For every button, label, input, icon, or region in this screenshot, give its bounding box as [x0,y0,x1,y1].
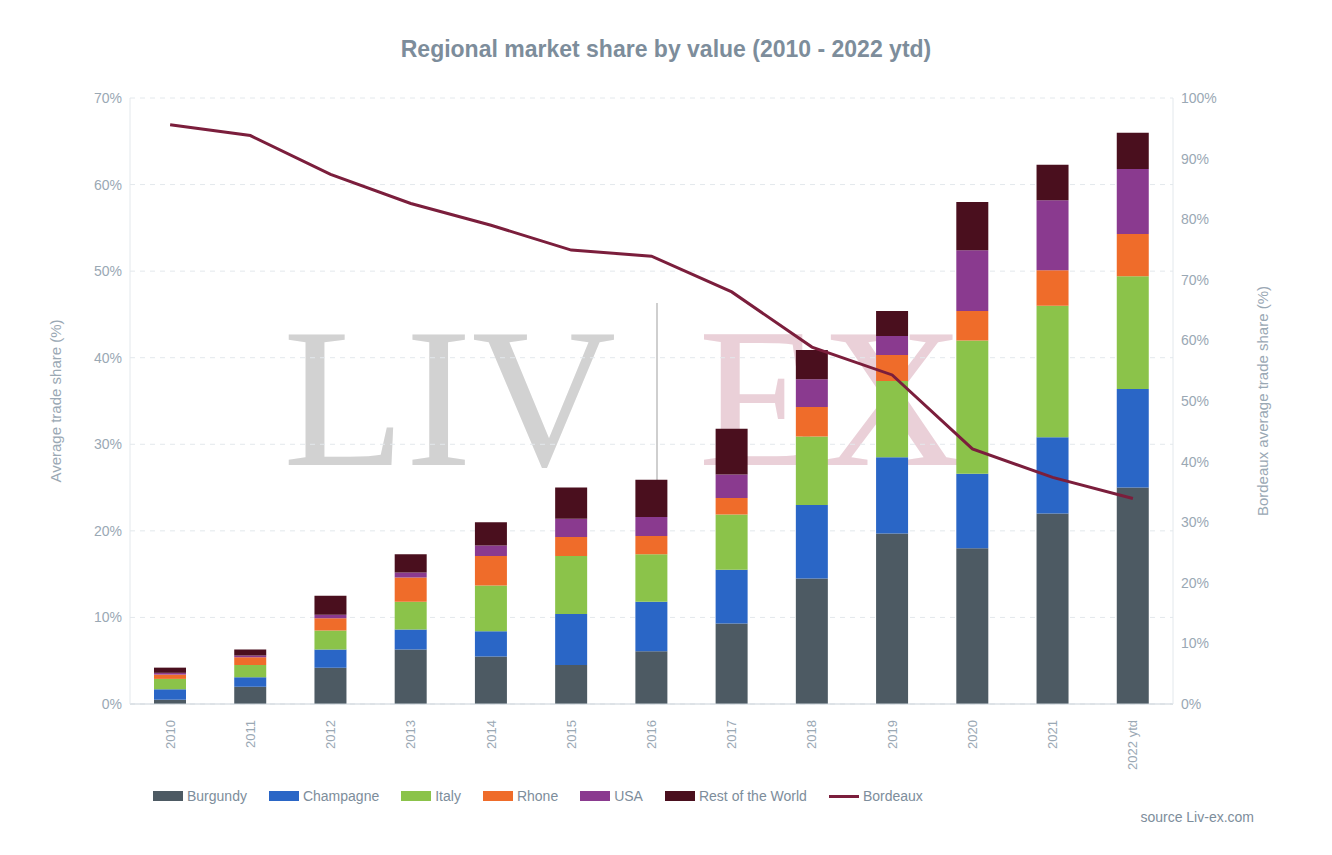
html-text:LIV: LIV [283,287,617,508]
html-text:Champagne: Champagne [302,788,380,804]
svg-text:20%: 20% [94,523,122,539]
html-text:USA: USA [614,788,643,804]
svg-text:90%: 90% [1181,151,1209,167]
svg-text:2019: 2019 [885,720,900,749]
svg-text:30%: 30% [1181,514,1209,530]
svg-text:2012: 2012 [323,720,338,749]
svg-text:10%: 10% [94,609,122,625]
svg-text:50%: 50% [1181,393,1209,409]
svg-text:0%: 0% [1181,696,1201,712]
svg-text:Average trade share (%): Average trade share (%) [47,319,64,482]
svg-text:40%: 40% [94,350,122,366]
svg-text:60%: 60% [1181,332,1209,348]
svg-text:50%: 50% [94,263,122,279]
svg-text:2020: 2020 [965,720,980,749]
svg-text:2022 ytd: 2022 ytd [1125,720,1140,770]
svg-text:2021: 2021 [1045,720,1060,749]
svg-text:70%: 70% [94,90,122,106]
svg-text:70%: 70% [1181,272,1209,288]
html-text:source Liv-ex.com: source Liv-ex.com [1140,809,1254,825]
svg-text:2010: 2010 [163,720,178,749]
svg-text:40%: 40% [1181,454,1209,470]
html-text:Rhone: Rhone [516,788,559,804]
svg-text:10%: 10% [1181,635,1209,651]
svg-text:Bordeaux average trade share (: Bordeaux average trade share (%) [1254,286,1271,516]
html-text:Burgundy: Burgundy [187,788,247,804]
svg-text:20%: 20% [1181,575,1209,591]
svg-text:2011: 2011 [243,720,258,748]
svg-text:2016: 2016 [644,720,659,749]
html-text:Bordeaux: Bordeaux [862,788,923,804]
svg-text:2017: 2017 [724,720,739,749]
svg-text:2013: 2013 [403,720,418,749]
svg-text:60%: 60% [94,177,122,193]
svg-text:2018: 2018 [804,720,819,749]
html-text:EX: EX [698,287,965,508]
html-text:Regional market share by value: Regional market share by value (2010 - 2… [400,36,932,62]
svg-text:0%: 0% [102,696,122,712]
svg-text:100%: 100% [1181,90,1217,106]
svg-text:80%: 80% [1181,211,1209,227]
svg-text:2014: 2014 [484,720,499,749]
html-text:Italy: Italy [435,788,461,804]
svg-text:2015: 2015 [564,720,579,749]
svg-text:30%: 30% [94,436,122,452]
html-text:Rest of the World: Rest of the World [699,788,807,804]
